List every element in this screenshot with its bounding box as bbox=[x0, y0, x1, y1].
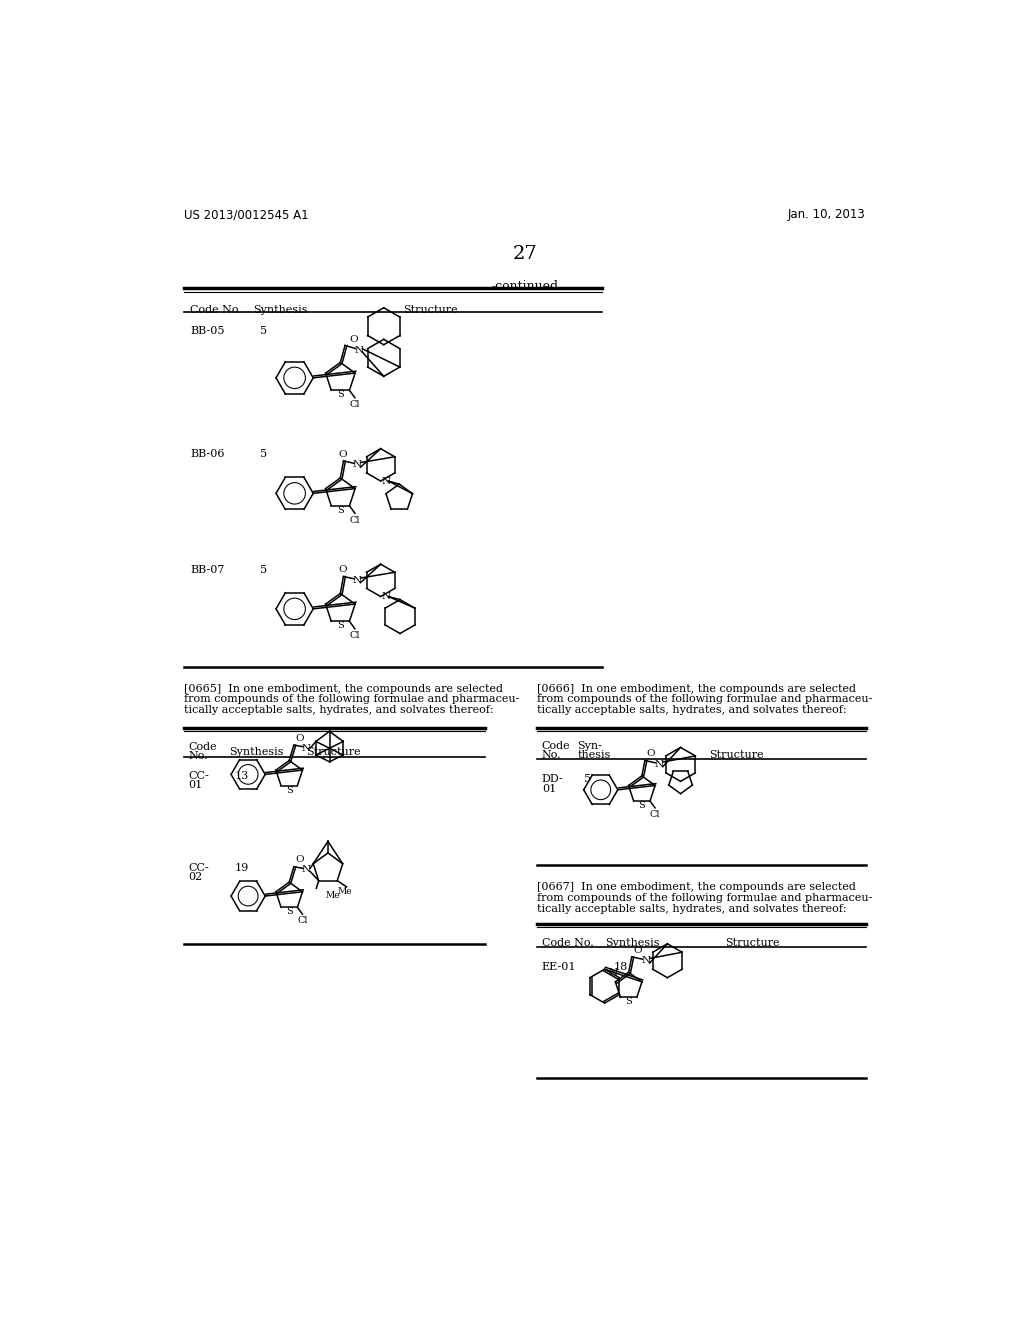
Text: Jan. 10, 2013: Jan. 10, 2013 bbox=[788, 209, 866, 222]
Text: S: S bbox=[286, 907, 293, 916]
Text: from compounds of the following formulae and pharmaceu-: from compounds of the following formulae… bbox=[538, 694, 872, 705]
Text: N: N bbox=[354, 346, 364, 355]
Text: CC-: CC- bbox=[188, 771, 209, 780]
Text: No.: No. bbox=[188, 751, 208, 762]
Text: 27: 27 bbox=[512, 244, 538, 263]
Text: Code No.: Code No. bbox=[190, 305, 242, 314]
Text: BB-05: BB-05 bbox=[190, 326, 224, 337]
Text: CC-: CC- bbox=[188, 863, 209, 873]
Text: Cl: Cl bbox=[650, 810, 660, 820]
Text: 5: 5 bbox=[260, 565, 267, 576]
Text: Structure: Structure bbox=[725, 937, 779, 948]
Text: Cl: Cl bbox=[349, 400, 360, 409]
Text: Code: Code bbox=[542, 741, 570, 751]
Text: tically acceptable salts, hydrates, and solvates thereof:: tically acceptable salts, hydrates, and … bbox=[538, 904, 847, 913]
Text: N: N bbox=[608, 968, 617, 977]
Text: Synthesis: Synthesis bbox=[605, 937, 659, 948]
Text: N: N bbox=[654, 760, 664, 768]
Text: Synthesis: Synthesis bbox=[228, 747, 284, 756]
Text: 5: 5 bbox=[584, 775, 591, 784]
Text: Code No.: Code No. bbox=[542, 937, 594, 948]
Text: Code: Code bbox=[188, 742, 217, 752]
Text: from compounds of the following formulae and pharmaceu-: from compounds of the following formulae… bbox=[538, 892, 872, 903]
Text: 19: 19 bbox=[234, 863, 249, 873]
Text: Cl: Cl bbox=[349, 516, 360, 524]
Text: from compounds of the following formulae and pharmaceu-: from compounds of the following formulae… bbox=[183, 694, 519, 705]
Text: N: N bbox=[641, 956, 650, 965]
Text: thesis: thesis bbox=[578, 750, 611, 760]
Text: O: O bbox=[633, 945, 642, 954]
Text: Me: Me bbox=[337, 887, 352, 896]
Text: No.: No. bbox=[542, 750, 561, 760]
Text: 01: 01 bbox=[188, 780, 203, 789]
Text: S: S bbox=[337, 506, 344, 515]
Text: 13: 13 bbox=[234, 771, 249, 780]
Text: tically acceptable salts, hydrates, and solvates thereof:: tically acceptable salts, hydrates, and … bbox=[538, 705, 847, 715]
Text: O: O bbox=[349, 335, 358, 345]
Text: 5: 5 bbox=[260, 326, 267, 337]
Text: S: S bbox=[626, 998, 632, 1006]
Text: N: N bbox=[302, 743, 311, 752]
Text: 18: 18 bbox=[613, 962, 628, 973]
Text: EE-01: EE-01 bbox=[542, 962, 577, 973]
Text: O: O bbox=[338, 565, 347, 574]
Text: O: O bbox=[295, 734, 304, 743]
Text: [0667]  In one embodiment, the compounds are selected: [0667] In one embodiment, the compounds … bbox=[538, 882, 856, 892]
Text: N: N bbox=[353, 576, 361, 585]
Text: Structure: Structure bbox=[402, 305, 458, 314]
Text: Cl: Cl bbox=[349, 631, 360, 640]
Text: N: N bbox=[381, 593, 390, 601]
Text: -continued: -continued bbox=[492, 280, 558, 293]
Text: [0666]  In one embodiment, the compounds are selected: [0666] In one embodiment, the compounds … bbox=[538, 684, 856, 693]
Text: O: O bbox=[295, 855, 304, 865]
Text: 5: 5 bbox=[260, 449, 267, 459]
Text: [0665]  In one embodiment, the compounds are selected: [0665] In one embodiment, the compounds … bbox=[183, 684, 503, 693]
Text: Synthesis: Synthesis bbox=[254, 305, 308, 314]
Text: Cl: Cl bbox=[297, 916, 307, 925]
Text: BB-07: BB-07 bbox=[190, 565, 224, 576]
Text: 01: 01 bbox=[542, 784, 556, 793]
Text: O: O bbox=[646, 750, 655, 758]
Text: S: S bbox=[286, 785, 293, 795]
Text: N: N bbox=[302, 866, 311, 874]
Text: N: N bbox=[353, 461, 361, 470]
Text: S: S bbox=[337, 622, 344, 631]
Text: US 2013/0012545 A1: US 2013/0012545 A1 bbox=[183, 209, 308, 222]
Text: DD-: DD- bbox=[542, 775, 563, 784]
Text: S: S bbox=[337, 391, 344, 400]
Text: O: O bbox=[338, 450, 347, 459]
Text: tically acceptable salts, hydrates, and solvates thereof:: tically acceptable salts, hydrates, and … bbox=[183, 705, 494, 715]
Text: Syn-: Syn- bbox=[578, 741, 602, 751]
Text: BB-06: BB-06 bbox=[190, 449, 224, 459]
Text: 02: 02 bbox=[188, 873, 203, 882]
Text: Me: Me bbox=[326, 891, 340, 900]
Text: S: S bbox=[638, 801, 645, 810]
Text: Structure: Structure bbox=[710, 750, 764, 760]
Text: N: N bbox=[381, 477, 390, 486]
Text: Structure: Structure bbox=[306, 747, 360, 756]
